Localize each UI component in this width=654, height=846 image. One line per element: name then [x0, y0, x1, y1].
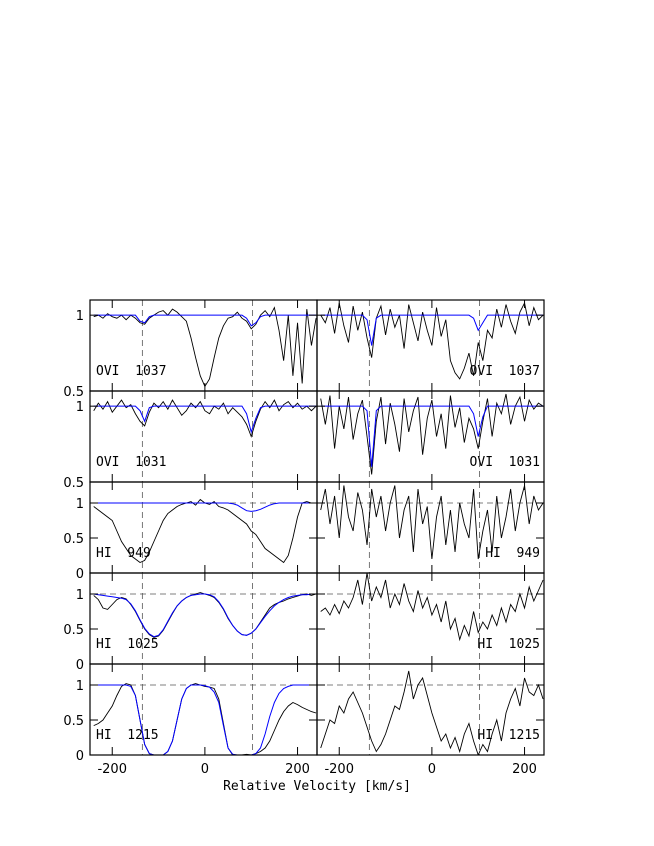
panel-label: HI 949: [96, 546, 151, 561]
spectrum: [320, 301, 544, 380]
y-tick-label: 0.5: [63, 385, 84, 400]
plot-area: [90, 573, 317, 664]
model-fit: [320, 405, 544, 467]
plot-area: [320, 391, 544, 482]
panel-label: OVI 1037: [470, 364, 540, 379]
y-tick-label: 0.5: [63, 623, 84, 638]
model-fit: [320, 314, 544, 346]
x-tick-label: 0: [201, 762, 209, 777]
spectrum: [93, 592, 317, 638]
y-tick-label: 1: [76, 679, 84, 694]
panel-label: HI 1025: [96, 637, 159, 652]
y-tick-label: 0.5: [63, 714, 84, 729]
model-fit: [93, 405, 317, 434]
spectrum: [320, 393, 544, 475]
x-axis-title: Relative Velocity [km/s]: [223, 779, 411, 794]
panel-label: OVI 1031: [96, 455, 166, 470]
y-tick-label: 1: [76, 588, 84, 603]
y-tick-label: 1: [76, 497, 84, 512]
plot-area: [320, 300, 544, 391]
plot-area: [90, 664, 317, 755]
model-fit: [93, 502, 317, 512]
plot-area: [317, 664, 544, 755]
x-tick-label: -200: [97, 762, 127, 777]
plot-area: [90, 482, 317, 573]
spectrum: [93, 683, 317, 755]
spectrum: [320, 573, 544, 642]
model-fit: [93, 593, 317, 638]
model-fit: [93, 684, 317, 755]
panel-label: OVI 1037: [96, 364, 166, 379]
panel-label: HI 949: [485, 546, 540, 561]
y-tick-label: 0: [76, 567, 84, 582]
spectrum: [320, 485, 544, 560]
x-tick-label: 200: [512, 762, 537, 777]
spectrum: [93, 399, 317, 438]
plot-area: [93, 391, 317, 482]
panel-label: HI 1025: [477, 637, 540, 652]
panel-label: HI 1215: [96, 728, 159, 743]
panel-label: OVI 1031: [470, 455, 540, 470]
x-tick-label: -200: [324, 762, 354, 777]
y-tick-label: 0.5: [63, 532, 84, 547]
panel-frame: [316, 663, 545, 756]
model-fit: [93, 314, 317, 327]
x-tick-label: 200: [285, 762, 310, 777]
y-tick-label: 0: [76, 658, 84, 673]
x-tick-label: 0: [428, 762, 436, 777]
panel-label: HI 1215: [477, 728, 540, 743]
y-tick-label: 0.5: [63, 476, 84, 491]
y-tick-label: 0: [76, 749, 84, 764]
plot-area: [317, 573, 544, 664]
spectrum: [320, 670, 544, 755]
y-tick-label: 1: [76, 309, 84, 324]
plot-area: [317, 482, 544, 573]
y-tick-label: 1: [76, 400, 84, 415]
